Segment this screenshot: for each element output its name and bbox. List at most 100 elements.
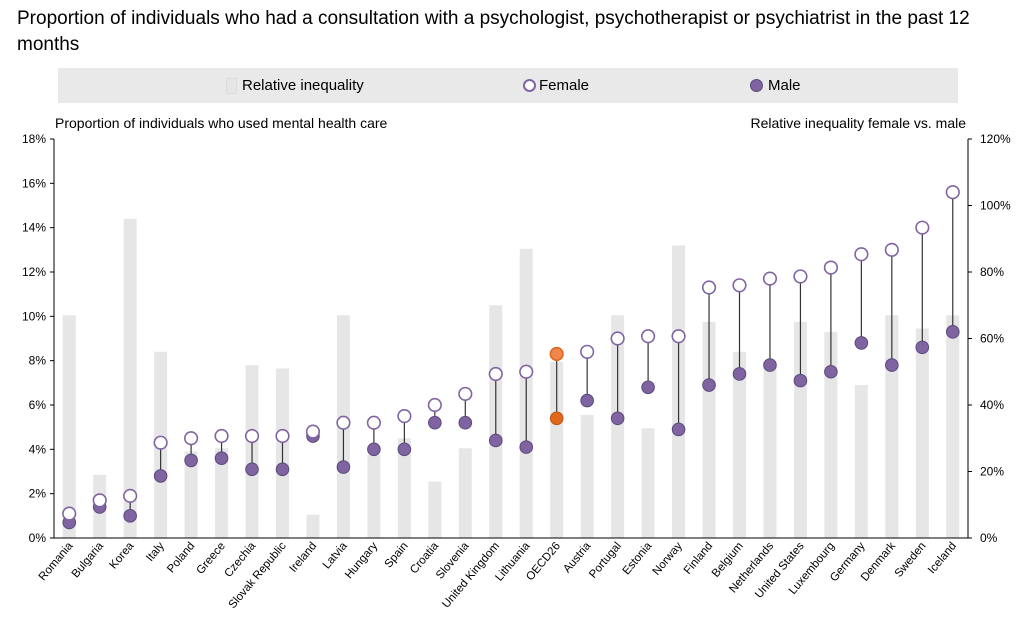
female-point — [123, 488, 138, 503]
male-point — [915, 340, 930, 355]
left-tick-label: 8% — [29, 354, 47, 368]
female-point — [610, 331, 625, 346]
female-point — [671, 329, 686, 344]
right-tick-label: 100% — [980, 199, 1011, 213]
bar — [702, 321, 716, 538]
female-point — [244, 428, 260, 444]
legend-item-relative-inequality: Relative inequality — [226, 68, 364, 103]
legend-open-circle-swatch — [523, 79, 536, 92]
category-label: Norway — [651, 540, 685, 578]
female-point — [336, 415, 351, 430]
legend: Relative inequality Female Male — [58, 68, 958, 103]
category-label: Bulgaria — [70, 540, 107, 580]
female-point — [580, 344, 595, 359]
female-point — [823, 260, 839, 275]
legend-label: Relative inequality — [242, 77, 364, 94]
right-tick-label: 60% — [980, 332, 1004, 346]
category-label: Estonia — [621, 540, 655, 578]
male-point — [580, 393, 594, 408]
male-point — [458, 415, 473, 430]
left-tick-label: 6% — [29, 398, 47, 412]
legend-filled-circle-swatch — [750, 79, 763, 92]
male-point — [824, 364, 838, 379]
bar — [306, 514, 320, 538]
category-label: Ireland — [287, 540, 319, 575]
bar — [580, 414, 594, 538]
female-point — [945, 185, 960, 200]
female-point — [397, 408, 412, 424]
female-point — [640, 329, 656, 344]
left-tick-label: 10% — [22, 309, 46, 323]
female-point — [92, 493, 107, 508]
left-axis-title: Proportion of individuals who used menta… — [55, 115, 388, 131]
male-point — [275, 462, 290, 477]
male-point — [732, 367, 747, 381]
bar — [123, 218, 137, 539]
chart-title: Proportion of individuals who had a cons… — [17, 8, 970, 55]
male-point — [610, 411, 625, 426]
bar — [763, 361, 777, 538]
category-label: Sweden — [893, 540, 929, 580]
male-point — [793, 373, 808, 388]
male-point — [428, 415, 442, 430]
category-label: Portugal — [587, 540, 624, 581]
male-point — [214, 451, 229, 466]
female-point — [854, 247, 869, 262]
female-point — [153, 435, 168, 450]
female-point — [884, 242, 899, 257]
female-point — [701, 280, 717, 295]
right-tick-label: 40% — [980, 398, 1004, 412]
category-label: Romania — [37, 540, 76, 583]
category-label: Iceland — [926, 540, 959, 576]
bar — [62, 315, 76, 538]
category-label: Italy — [144, 540, 167, 564]
legend-bar-swatch — [226, 77, 237, 94]
bar — [215, 448, 229, 538]
female-point — [275, 428, 290, 444]
left-tick-label: 4% — [29, 442, 47, 456]
right-tick-label: 120% — [980, 132, 1011, 146]
left-tick-label: 0% — [29, 531, 47, 545]
left-tick-label: 16% — [22, 176, 46, 190]
category-label: Korea — [108, 540, 137, 572]
category-label: Slovak Republic — [227, 540, 289, 611]
legend-item-male: Male — [750, 68, 801, 103]
female-point — [184, 431, 199, 446]
right-tick-label: 20% — [980, 465, 1004, 479]
female-point — [214, 428, 229, 444]
male-point — [397, 442, 412, 457]
bar — [458, 448, 472, 538]
female-point — [366, 415, 382, 430]
male-point — [153, 469, 168, 483]
category-label: Poland — [165, 540, 197, 575]
female-point — [793, 269, 808, 284]
bar — [611, 315, 625, 538]
male-point — [671, 422, 686, 437]
male-point — [367, 442, 381, 457]
right-tick-label: 0% — [980, 531, 998, 545]
male-point — [336, 460, 351, 474]
male-point — [549, 411, 564, 426]
left-tick-label: 18% — [22, 132, 46, 146]
right-axis-title: Relative inequality female vs. male — [750, 115, 966, 131]
bar — [641, 428, 655, 538]
bar — [824, 331, 838, 538]
female-point — [915, 220, 930, 235]
category-label: Hungary — [343, 540, 380, 581]
bar — [397, 438, 411, 538]
male-point — [854, 336, 869, 350]
female-point — [549, 346, 564, 362]
bar — [428, 481, 442, 538]
male-point — [245, 462, 259, 477]
bar — [915, 328, 929, 538]
male-point — [885, 358, 899, 372]
category-label: Spain — [383, 540, 411, 570]
female-point — [519, 364, 534, 379]
bar — [184, 451, 198, 538]
female-point — [427, 397, 442, 413]
female-point — [62, 506, 77, 521]
male-point — [763, 358, 777, 372]
left-tick-label: 2% — [29, 487, 47, 501]
legend-label: Male — [768, 77, 801, 94]
